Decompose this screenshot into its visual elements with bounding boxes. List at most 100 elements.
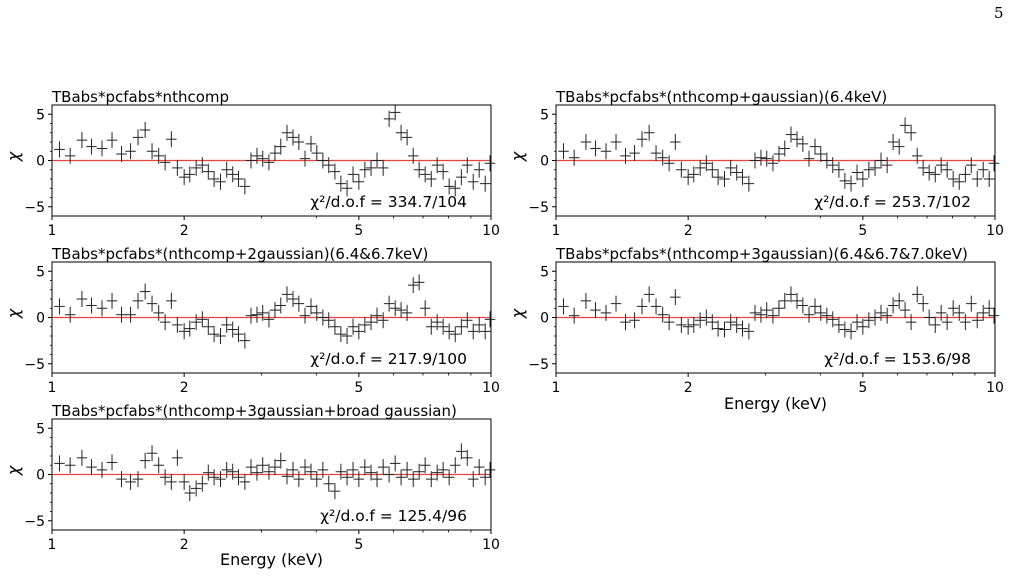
panel-5-data-point — [106, 454, 118, 471]
panel-5-data-point — [359, 459, 371, 476]
panel-4-data-point — [947, 300, 959, 317]
panel-2-data-point — [917, 159, 929, 176]
panel-1-data-point — [462, 157, 473, 174]
panel-1-data-point — [139, 121, 151, 138]
panel-4-data-point — [657, 306, 668, 323]
panel-1-data-point — [329, 163, 341, 180]
panel-4-data-point — [851, 314, 863, 331]
panel-4-data-point — [887, 297, 899, 314]
panel-5-data-point — [233, 469, 244, 486]
panel-2-data-point — [725, 159, 736, 176]
panel-4-data-point — [779, 292, 791, 309]
panel-4-data-point — [899, 302, 911, 319]
panel-2-data-point — [719, 171, 730, 187]
panel-1-data-point — [359, 161, 371, 178]
panel-2-data-point — [670, 134, 681, 150]
panel-4-data-point — [881, 307, 893, 324]
panel-4-data-point — [682, 318, 694, 335]
panel-5-data-point — [323, 475, 335, 492]
panel-3-data-point — [329, 318, 341, 335]
panel-5-data-point — [479, 469, 491, 486]
panel-3-x-tick-label: 5 — [354, 380, 363, 396]
panel-4-data-point — [988, 307, 1000, 324]
panel-4-data-point — [719, 321, 730, 338]
panel-3-data-point — [293, 295, 305, 312]
panel-5-data-point — [197, 475, 208, 492]
panel-3-data-point — [269, 302, 281, 319]
panel-5-data-point — [431, 464, 443, 481]
panel-4-x-tick-label: 10 — [986, 380, 1004, 396]
panel-4-data-point — [731, 316, 742, 333]
panel-1-y-tick-label: 0 — [36, 154, 45, 170]
panel-4-data-point — [629, 312, 640, 329]
panel-1-data-point — [341, 180, 353, 197]
panel-2-data-point — [743, 175, 755, 192]
panel-1-data-point — [106, 132, 118, 149]
panel-1-data-point — [401, 129, 413, 146]
panel-4-data-point — [663, 314, 675, 331]
panel-5-x-tick-label: 2 — [180, 537, 189, 553]
panel-2-data-point — [755, 149, 767, 166]
panel-4-x-tick-label: 2 — [684, 380, 693, 396]
panel-3-data-point — [64, 306, 76, 323]
panel-2-data-point — [977, 161, 989, 178]
panel-5-data-point — [64, 457, 76, 474]
panel-2-data-point — [827, 157, 839, 174]
panel-2-data-point — [688, 166, 700, 183]
panel-3-data-point — [431, 314, 443, 331]
panel-5-data-point — [245, 459, 257, 476]
panel-2-data-point — [923, 164, 935, 181]
panel-3-data-point — [263, 311, 275, 328]
panel-1-data-point — [479, 175, 491, 192]
residual-panel-4: TBabs*pcfabs*(nthcomp+3gaussian)(6.4&6.7… — [508, 245, 1004, 413]
panel-5-data-point — [353, 471, 365, 488]
panel-2-x-tick-label: 5 — [858, 223, 867, 239]
panel-5-data-point — [462, 449, 473, 466]
panel-1-data-point — [305, 135, 317, 152]
panel-1-data-point — [263, 154, 275, 171]
panel-4-data-point — [966, 295, 977, 312]
panel-3-data-point — [401, 304, 413, 321]
panel-4-data-point — [941, 314, 953, 331]
panel-4-data-point — [600, 304, 612, 321]
panel-3-data-point — [227, 321, 238, 338]
panel-4-data-point — [977, 304, 989, 321]
panel-4-data-point — [707, 314, 718, 331]
panel-2-data-point — [737, 169, 748, 186]
panel-4-data-point — [875, 304, 887, 321]
panel-2-x-tick-label: 10 — [986, 223, 1004, 239]
panel-2-data-point — [966, 157, 977, 174]
panel-2-y-tick-label: 5 — [540, 107, 549, 123]
panel-1-data-point — [484, 155, 496, 172]
panel-3-data-point — [86, 297, 97, 314]
panel-4-data-point — [558, 298, 569, 315]
panel-4-data-point — [839, 321, 851, 338]
panel-2-data-point — [779, 140, 791, 157]
panel-4-y-tick-label: 5 — [540, 264, 549, 280]
panel-3-data-point — [365, 314, 377, 331]
panel-4-data-point — [767, 307, 779, 324]
panel-5-data-point — [86, 459, 97, 476]
panel-5-data-point — [125, 473, 136, 490]
panel-5-data-point — [132, 471, 144, 488]
panel-5-x-axis-label: Energy (keV) — [220, 550, 323, 569]
panel-2-data-point — [643, 124, 655, 141]
panel-5-y-axis-label: χ — [4, 465, 23, 476]
panel-3-data-point — [281, 286, 293, 303]
panel-4-data-point — [650, 298, 662, 315]
panel-2-data-point — [636, 131, 648, 148]
panel-5-data-point — [221, 461, 232, 478]
panel-5-data-point — [389, 455, 401, 472]
panel-3-data-point — [484, 311, 496, 328]
panel-5-data-point — [437, 461, 449, 478]
panel-4-x-tick-label: 5 — [858, 380, 867, 396]
panel-4-data-point — [785, 286, 797, 303]
panel-3-data-point — [178, 323, 190, 340]
panel-1-data-point — [299, 150, 311, 167]
panel-1-data-point — [425, 171, 437, 187]
panel-1-data-point — [275, 138, 287, 155]
panel-1-data-point — [395, 124, 407, 141]
page-number: 5 — [994, 4, 1004, 22]
panel-5-fit-annotation: χ²/d.o.f = 125.4/96 — [320, 507, 467, 525]
panel-4-data-point — [917, 295, 929, 312]
